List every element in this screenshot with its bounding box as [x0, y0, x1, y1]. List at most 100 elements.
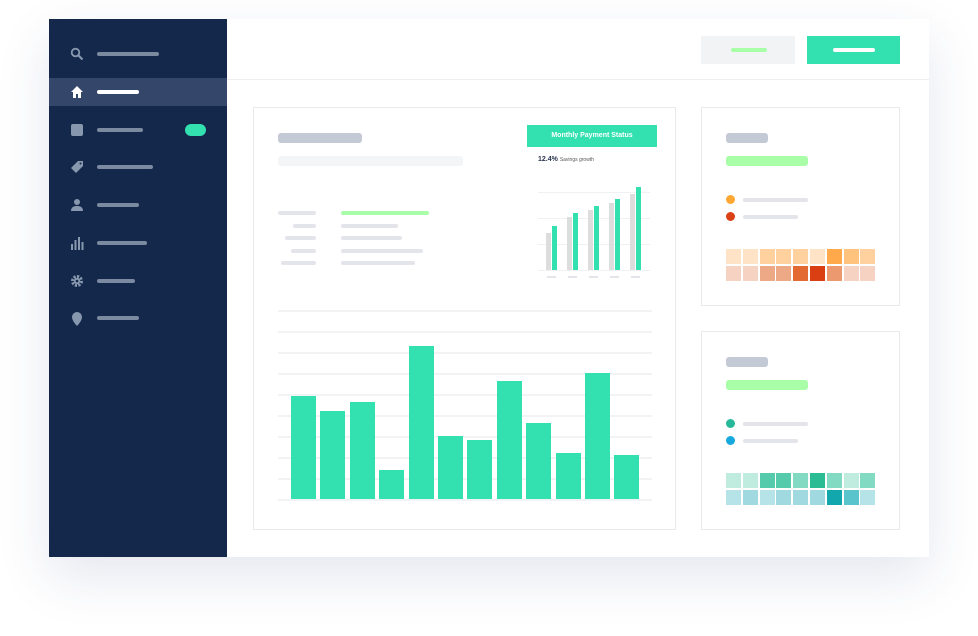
heatmap-cell[interactable]	[742, 249, 758, 264]
value-placeholder	[341, 223, 398, 228]
bar[interactable]	[467, 440, 493, 499]
bar[interactable]	[588, 210, 593, 270]
bar[interactable]	[573, 212, 578, 270]
bar[interactable]	[585, 373, 610, 499]
heatmap-cell[interactable]	[742, 489, 758, 505]
heatmap-cell[interactable]	[810, 473, 825, 488]
bar[interactable]	[555, 452, 581, 499]
heatmap-cell[interactable]	[843, 265, 859, 281]
heatmap-cell[interactable]	[810, 489, 825, 505]
heatmap-cell[interactable]	[726, 249, 741, 264]
heatmap-cell[interactable]	[742, 473, 758, 488]
header	[227, 19, 929, 80]
heatmap-cell[interactable]	[759, 249, 775, 264]
gridline	[278, 310, 652, 312]
bar[interactable]	[594, 205, 599, 270]
heatmap-cell[interactable]	[860, 265, 876, 281]
heatmap-cell[interactable]	[759, 473, 775, 488]
main-card: Monthly Payment Status 12.4% Savings gro…	[253, 107, 676, 530]
heatmap-cell[interactable]	[776, 249, 792, 264]
heatmap-cell[interactable]	[860, 473, 876, 488]
sidebar	[49, 19, 227, 557]
value-placeholder	[341, 248, 423, 253]
bar[interactable]	[552, 226, 557, 270]
x-tick-label-placeholder	[631, 276, 640, 278]
bar[interactable]	[408, 345, 434, 499]
heatmap-cell[interactable]	[793, 489, 809, 505]
bar[interactable]	[291, 396, 316, 499]
legend-label-placeholder	[743, 422, 808, 426]
sidebar-item-search[interactable]	[49, 40, 227, 68]
x-tick-label-placeholder	[610, 276, 619, 278]
main-bar-chart	[278, 303, 652, 508]
bar[interactable]	[379, 469, 405, 499]
heatmap-cell[interactable]	[759, 265, 775, 281]
sidebar-item-user[interactable]	[49, 191, 227, 219]
heatmap-cell[interactable]	[810, 265, 825, 281]
heatmap-cell[interactable]	[793, 473, 809, 488]
gridline	[278, 478, 652, 480]
heatmap-cell[interactable]	[826, 473, 842, 488]
bar[interactable]	[438, 436, 463, 499]
sidebar-item-home[interactable]	[49, 78, 227, 106]
bar[interactable]	[496, 381, 522, 499]
primary-button-label	[833, 48, 875, 52]
heatmap-cell[interactable]	[742, 265, 758, 281]
bar[interactable]	[320, 410, 346, 499]
heatmap-cell[interactable]	[776, 265, 792, 281]
bar[interactable]	[614, 454, 640, 499]
heatmap-cell[interactable]	[860, 249, 876, 264]
value-placeholder	[341, 261, 415, 265]
heatmap-cell[interactable]	[826, 265, 842, 281]
primary-button[interactable]	[807, 36, 900, 64]
mini-bar-chart	[538, 168, 650, 278]
mini-chart-header: Monthly Payment Status	[527, 125, 657, 147]
heatmap-cell[interactable]	[826, 489, 842, 505]
gridline	[278, 394, 652, 396]
sidebar-item-gear[interactable]	[49, 267, 227, 295]
heatmap-cell[interactable]	[860, 489, 876, 505]
heatmap-cell[interactable]	[726, 265, 741, 281]
location-pin-icon	[70, 311, 84, 326]
heatmap-cell[interactable]	[793, 249, 809, 264]
gridline	[278, 499, 652, 501]
sidebar-item-bar-chart[interactable]	[49, 229, 227, 257]
sidebar-item-square[interactable]	[49, 116, 227, 144]
bar[interactable]	[630, 194, 635, 270]
sidebar-item-tag[interactable]	[49, 153, 227, 181]
x-tick-label-placeholder	[589, 276, 598, 278]
card-title-placeholder	[278, 133, 362, 143]
gridline	[278, 415, 652, 417]
heatmap-cell[interactable]	[776, 489, 792, 505]
heatmap-cell[interactable]	[726, 473, 741, 488]
bar[interactable]	[546, 233, 551, 270]
heatmap-cell[interactable]	[793, 265, 809, 281]
bar[interactable]	[615, 198, 620, 270]
orange-heatmap-card	[701, 107, 900, 306]
legend-dot-teal	[726, 419, 735, 428]
stat-label: Savings growth	[559, 157, 594, 163]
card-title-placeholder	[726, 357, 768, 367]
x-tick-label-placeholder	[547, 276, 556, 278]
bar[interactable]	[609, 203, 614, 270]
heatmap-cell[interactable]	[826, 249, 842, 264]
home-icon	[70, 85, 84, 99]
secondary-button[interactable]	[701, 36, 795, 64]
bar[interactable]	[636, 187, 641, 270]
sidebar-item-label-placeholder	[97, 279, 135, 283]
bar[interactable]	[349, 402, 375, 499]
gear-icon	[70, 274, 84, 288]
bar[interactable]	[567, 217, 572, 270]
heatmap-cell[interactable]	[759, 489, 775, 505]
sidebar-item-label-placeholder	[97, 316, 139, 320]
heatmap-cell[interactable]	[843, 473, 859, 488]
sidebar-item-location-pin[interactable]	[49, 304, 227, 332]
heatmap-cell[interactable]	[726, 489, 741, 505]
x-tick-label-placeholder	[568, 276, 577, 278]
gridline	[278, 436, 652, 438]
heatmap-cell[interactable]	[843, 249, 859, 264]
heatmap-cell[interactable]	[843, 489, 859, 505]
heatmap-cell[interactable]	[810, 249, 825, 264]
bar[interactable]	[526, 423, 552, 499]
heatmap-cell[interactable]	[776, 473, 792, 488]
